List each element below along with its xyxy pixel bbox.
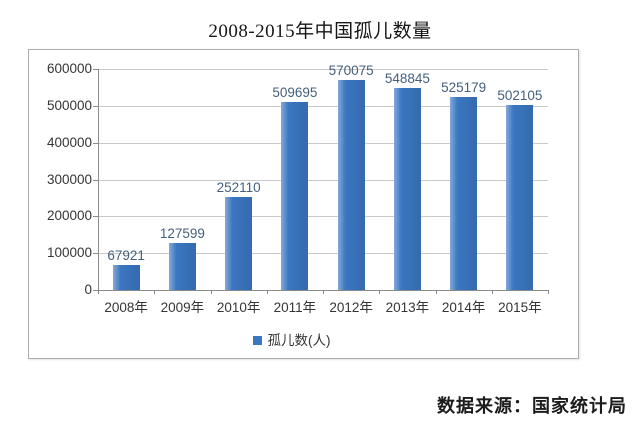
- y-axis-tick: [93, 105, 98, 107]
- x-axis-tick: [154, 290, 156, 294]
- y-axis-tick: [93, 216, 98, 218]
- bar-value-label: 502105: [497, 88, 543, 104]
- x-axis-category-label: 2015年: [498, 300, 542, 315]
- data-source-note: 数据来源：国家统计局: [437, 396, 627, 416]
- gridline: [98, 142, 548, 144]
- gridline: [98, 105, 548, 107]
- bar-value-label: 252110: [216, 180, 261, 196]
- legend-series-label: 孤儿数(人): [267, 333, 331, 348]
- x-axis-category-label: 2014年: [441, 300, 486, 315]
- bar: [112, 264, 140, 290]
- gridline: [98, 216, 548, 218]
- x-axis-tick: [435, 290, 437, 294]
- bar-value-label: 548845: [384, 70, 430, 86]
- y-axis-tick: [93, 142, 98, 144]
- x-axis-category-label: 2008年: [104, 300, 148, 315]
- chart-title: 2008-2015年中国孤儿数量: [208, 21, 432, 42]
- y-axis-tick-label: 0: [84, 282, 92, 297]
- bar-value-label: 127599: [159, 226, 205, 241]
- bar-value-label: 570075: [328, 63, 374, 79]
- gridline: [98, 179, 548, 181]
- y-axis-tick-label: 100000: [46, 245, 92, 261]
- legend: 孤儿数(人): [252, 333, 331, 348]
- legend-swatch-icon: [252, 336, 262, 345]
- x-axis-tick: [266, 290, 268, 294]
- y-axis-tick: [93, 253, 98, 255]
- x-axis-category-label: 2011年: [273, 300, 317, 315]
- x-axis-category-label: 2012年: [329, 300, 373, 315]
- x-axis-tick: [379, 290, 381, 294]
- x-axis-category-label: 2013年: [385, 300, 430, 315]
- y-axis-tick-label: 500000: [46, 97, 92, 113]
- bar-value-label: 509695: [272, 85, 318, 101]
- x-axis-tick: [98, 290, 99, 294]
- gridline: [98, 253, 548, 255]
- chart-frame: 孤儿数(人) 0 100000 200000 300000 400000 500000 60…: [28, 49, 579, 359]
- bar-value-label: 67921: [107, 247, 145, 263]
- y-axis-tick-label: 400000: [46, 134, 92, 150]
- gridline: [98, 69, 548, 70]
- bar: [168, 243, 196, 290]
- y-axis-line: [98, 69, 99, 290]
- y-axis-tick: [93, 290, 98, 291]
- y-axis-tick-label: 600000: [46, 61, 92, 76]
- y-axis-tick-label: 300000: [46, 171, 92, 187]
- bar: [506, 105, 534, 290]
- bar: [225, 197, 253, 290]
- bar: [281, 102, 309, 290]
- x-axis-tick: [323, 290, 324, 294]
- y-axis-tick: [93, 69, 98, 70]
- x-axis-category-label: 2009年: [160, 300, 205, 315]
- bar: [393, 87, 421, 290]
- x-axis-tick: [491, 290, 493, 294]
- x-axis-category-label: 2010年: [216, 300, 261, 315]
- y-axis-tick-label: 200000: [46, 208, 92, 224]
- bar: [337, 80, 365, 290]
- y-axis-tick: [93, 179, 98, 181]
- bar: [450, 96, 478, 290]
- bar-value-label: 525179: [441, 79, 487, 95]
- x-axis-tick: [210, 290, 212, 294]
- x-axis-tick: [548, 290, 549, 294]
